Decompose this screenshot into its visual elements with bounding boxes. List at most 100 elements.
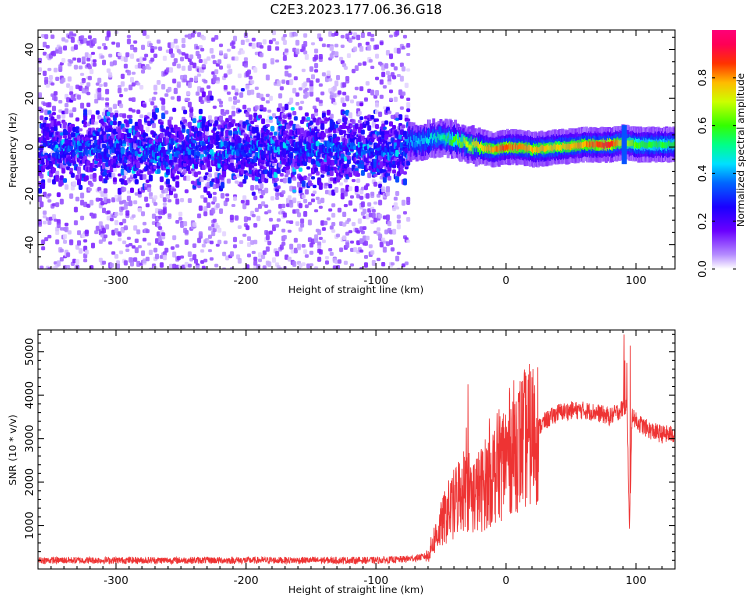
spectrogram-noise-cell	[243, 57, 248, 62]
spectrogram-noise-cell	[134, 247, 139, 254]
spectrogram-noise-cell	[261, 254, 266, 260]
spectrogram-noise-cell	[192, 222, 197, 227]
spectrogram-noise-cell	[80, 199, 85, 206]
spectrogram-band-cell	[240, 88, 245, 92]
spectrogram-noise-cell	[390, 62, 395, 67]
spectrogram-noise-cell	[86, 203, 91, 208]
spectrogram-noise-cell	[406, 43, 411, 48]
spectrogram-noise-cell	[403, 34, 407, 39]
spectrogram-noise-cell	[342, 102, 347, 107]
spectrogram-band-cell	[148, 174, 153, 182]
spectrogram-band-cell	[320, 174, 325, 178]
spectrogram-band-cell	[55, 144, 60, 149]
spectrogram-noise-cell	[77, 169, 81, 175]
spectrogram-noise-cell	[114, 211, 119, 217]
spectrogram-noise-cell	[281, 228, 286, 233]
spectrogram-noise-cell	[392, 228, 397, 235]
spectrogram-noise-cell	[84, 52, 89, 58]
spectrogram-band-cell	[84, 175, 89, 181]
spectrogram-noise-cell	[92, 62, 97, 67]
spectrogram-noise-cell	[55, 170, 60, 176]
spectrogram-noise-cell	[306, 176, 311, 181]
spectrogram-noise-cell	[72, 57, 77, 61]
spectrogram-band-cell	[120, 178, 125, 185]
spectrogram-noise-cell	[128, 243, 133, 247]
spectrogram-band-cell	[318, 182, 323, 186]
spectrogram-noise-cell	[98, 239, 103, 244]
spectrogram-noise-cell	[123, 225, 128, 231]
spectrogram-noise-cell	[130, 53, 134, 59]
spectrogram-band-cell	[61, 167, 66, 174]
spectrogram-noise-cell	[379, 41, 384, 46]
spectrogram-noise-cell	[303, 81, 308, 87]
spectrogram-noise-cell	[55, 76, 60, 81]
spectrogram-noise-cell	[52, 203, 56, 207]
spectrogram-noise-cell	[342, 235, 347, 240]
spectrogram-band-cell	[161, 112, 166, 120]
spectrogram-noise-cell	[48, 75, 53, 80]
spectrogram-noise-cell	[59, 198, 64, 205]
spectrogram-noise-cell	[304, 87, 309, 91]
spectrogram-noise-cell	[389, 53, 393, 60]
spectrogram-noise-cell	[72, 97, 77, 101]
spectrogram-noise-cell	[181, 65, 186, 71]
spectrogram-noise-cell	[301, 68, 306, 73]
spectrogram-noise-cell	[212, 218, 217, 223]
spectrogram-noise-cell	[41, 246, 46, 251]
spectrogram-band-cell	[38, 188, 42, 194]
spectrogram-noise-cell	[158, 235, 163, 242]
spectrogram-noise-cell	[337, 90, 342, 95]
spectrogram-noise-cell	[89, 265, 94, 269]
spectrogram-noise-cell	[86, 57, 91, 62]
spectrogram-band-cell	[108, 128, 113, 132]
spectrogram-noise-cell	[178, 51, 183, 55]
spectrogram-noise-cell	[70, 46, 75, 52]
spectrogram-band-cell	[52, 112, 56, 116]
spectrogram-noise-cell	[145, 126, 150, 133]
spectrogram-noise-cell	[181, 37, 186, 44]
spectrogram-noise-cell	[206, 202, 211, 209]
spectrogram-noise-cell	[360, 230, 365, 235]
spectrogram-noise-cell	[119, 200, 124, 205]
spectrogram-noise-cell	[353, 46, 358, 52]
spectrogram-noise-cell	[275, 224, 280, 228]
spectrogram-noise-cell	[126, 190, 131, 194]
spectrogram-noise-cell	[245, 84, 250, 90]
spectrogram-noise-cell	[139, 85, 144, 90]
spectrogram-noise-cell	[112, 167, 117, 172]
spectrogram-band-cell	[156, 168, 161, 174]
spectrogram-noise-cell	[103, 197, 108, 203]
spectrogram-band-cell	[139, 124, 144, 132]
spectrogram-noise-cell	[385, 214, 390, 221]
spectrogram-noise-cell	[97, 77, 102, 84]
spectrogram-noise-cell	[91, 242, 95, 249]
spectrogram-noise-cell	[219, 104, 223, 108]
spectrogram-noise-cell	[206, 85, 211, 89]
spectrogram-noise-cell	[48, 216, 53, 221]
spectrogram-noise-cell	[69, 193, 74, 199]
spectrogram-noise-cell	[406, 53, 411, 57]
spectrogram-band-cell	[109, 121, 114, 126]
spectrogram-band-cell	[293, 116, 298, 121]
spectrogram-noise-cell	[229, 251, 234, 257]
spectrogram-noise-cell	[164, 188, 169, 194]
spectrogram-noise-cell	[134, 64, 139, 69]
spectrogram-noise-cell	[265, 246, 270, 252]
spectrogram-noise-cell	[106, 210, 111, 215]
spectrogram-noise-cell	[112, 103, 117, 110]
spectrogram-noise-cell	[165, 49, 170, 53]
spectrogram-noise-cell	[56, 260, 61, 267]
spectrogram-noise-cell	[339, 182, 344, 186]
spectrogram-noise-cell	[84, 229, 89, 235]
spectrogram-noise-cell	[301, 262, 306, 266]
spectrogram-noise-cell	[105, 88, 110, 95]
spectrogram-band-cell	[359, 116, 364, 120]
spectrogram-band-cell	[375, 124, 379, 130]
spectrogram-noise-cell	[287, 73, 292, 78]
spectrogram-noise-cell	[148, 267, 153, 269]
spectrogram-noise-cell	[142, 30, 147, 36]
spectrogram-noise-cell	[212, 191, 217, 195]
spectrogram-noise-cell	[98, 83, 103, 88]
spectrogram-noise-cell	[183, 78, 188, 83]
spectrogram-noise-cell	[87, 187, 92, 192]
